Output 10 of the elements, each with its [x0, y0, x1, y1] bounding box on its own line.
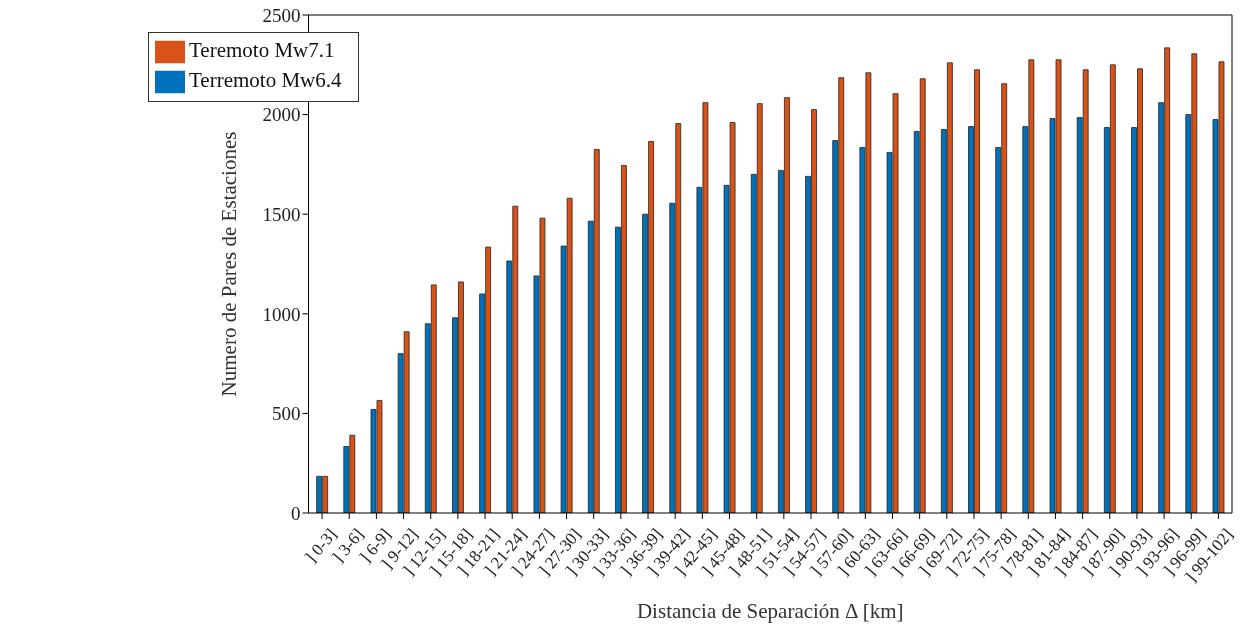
legend-label: Terremoto Mw6.4 [189, 67, 342, 92]
x-axis-title: Distancia de Separación Δ [km] [636, 598, 904, 623]
y-axis-title: Numero de Pares de Estaciones [216, 131, 241, 397]
y-tick-label: 2500 [262, 4, 301, 26]
legend-label: Teremoto Mw7.1 [189, 37, 335, 62]
y-tick-label: 1500 [262, 203, 301, 225]
y-tick-label: 2000 [262, 104, 301, 126]
y-tick-label: 0 [291, 502, 301, 524]
y-tick-label: 500 [272, 403, 301, 425]
y-tick-label: 1000 [262, 303, 301, 325]
